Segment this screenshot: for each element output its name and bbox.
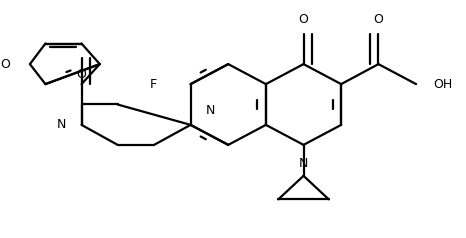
Text: N: N <box>57 118 66 131</box>
Text: N: N <box>206 104 215 117</box>
Text: O: O <box>299 13 308 26</box>
Text: F: F <box>150 78 157 91</box>
Text: OH: OH <box>433 78 453 91</box>
Text: O: O <box>0 58 11 71</box>
Text: O: O <box>374 13 384 26</box>
Text: O: O <box>76 68 87 81</box>
Text: N: N <box>299 157 308 170</box>
